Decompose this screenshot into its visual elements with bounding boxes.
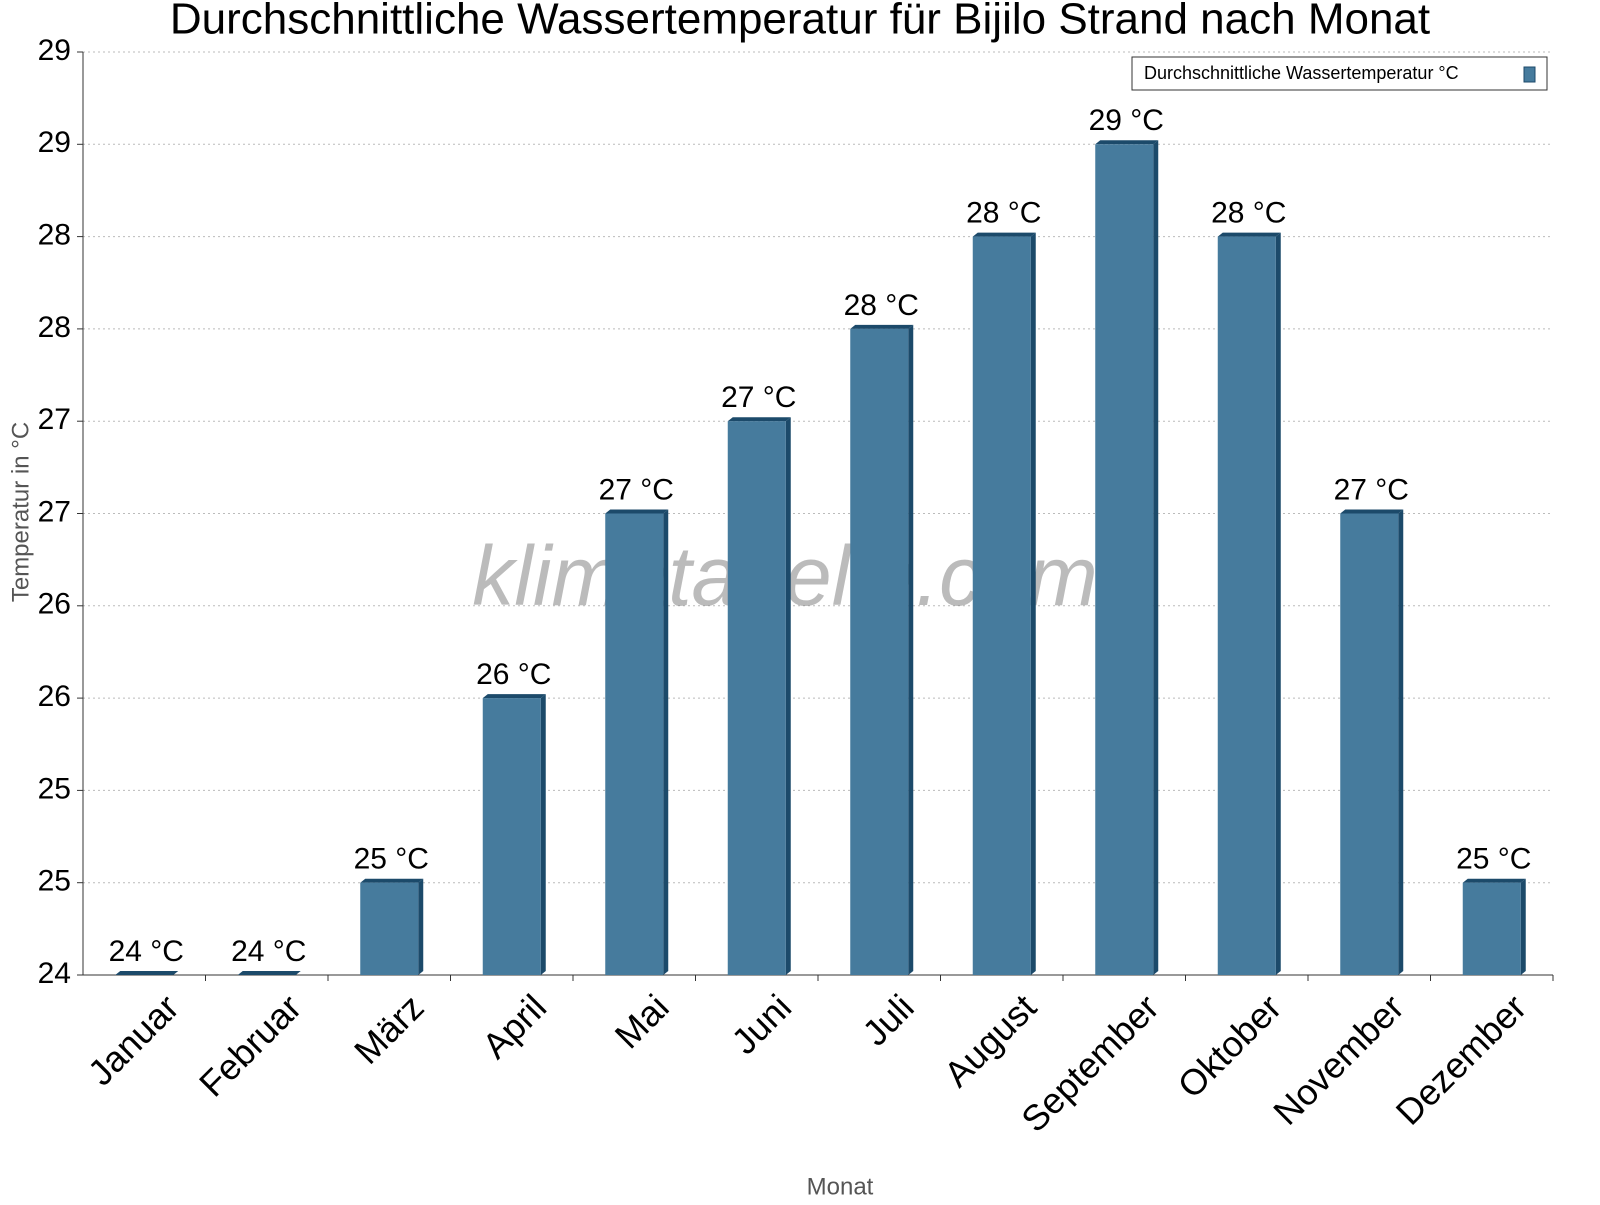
bar-top <box>605 509 669 514</box>
x-axis-label: Monat <box>807 1173 874 1200</box>
bar-top <box>360 878 424 883</box>
y-tick-label: 26 <box>38 588 71 621</box>
x-tick-label: Oktober <box>1170 986 1290 1106</box>
bar-top <box>115 971 179 975</box>
bar-group <box>1340 509 1404 975</box>
value-label: 26 °C <box>476 658 551 691</box>
value-label: 24 °C <box>109 935 184 968</box>
y-tick-label: 28 <box>38 311 71 344</box>
y-tick-label: 29 <box>38 126 71 159</box>
bar-side <box>1030 232 1036 976</box>
y-tick-label: 24 <box>38 957 71 990</box>
bar <box>850 328 909 975</box>
bar <box>360 882 419 975</box>
y-tick-label: 27 <box>38 403 71 436</box>
value-label: 27 °C <box>599 473 674 506</box>
bar <box>972 236 1031 976</box>
value-label: 29 °C <box>1089 104 1164 137</box>
bar-group <box>1462 878 1526 975</box>
bar-group <box>727 417 791 975</box>
bar-group <box>237 971 301 975</box>
value-label: 27 °C <box>721 381 796 414</box>
bar-top <box>1340 509 1404 514</box>
y-tick-label: 28 <box>38 219 71 252</box>
x-tick-label: März <box>346 986 432 1072</box>
bar-group <box>605 509 669 975</box>
bar-group <box>1217 232 1281 976</box>
legend-swatch <box>1523 66 1536 83</box>
bar-top <box>727 417 791 422</box>
y-tick-label: 29 <box>38 34 71 67</box>
x-tick-label: November <box>1265 986 1411 1132</box>
bar-side <box>1153 140 1159 976</box>
bar-top <box>1462 878 1526 883</box>
value-label: 28 °C <box>966 197 1041 230</box>
bar-group <box>482 694 546 975</box>
bar <box>1340 513 1399 975</box>
value-label: 28 °C <box>1211 197 1286 230</box>
x-tick-label: April <box>474 986 554 1066</box>
y-axis-label: Temperatur in °C <box>7 422 34 602</box>
x-tick-label: August <box>936 986 1044 1094</box>
value-label: 25 °C <box>1456 843 1531 876</box>
bar-top <box>850 324 914 329</box>
x-tick-label: Dezember <box>1388 986 1534 1132</box>
x-tick-label: Juni <box>723 986 799 1062</box>
legend-label: Durchschnittliche Wassertemperatur °C <box>1144 63 1459 83</box>
value-label: 28 °C <box>844 289 919 322</box>
value-label: 25 °C <box>354 843 429 876</box>
bar-top <box>1217 232 1281 237</box>
bar-side <box>785 417 791 975</box>
bar <box>1217 236 1276 976</box>
chart-title: Durchschnittliche Wassertemperatur für B… <box>170 0 1430 44</box>
bar-top <box>482 694 546 699</box>
legend-box <box>1131 56 1548 91</box>
bar-group <box>972 232 1036 976</box>
y-tick-label: 27 <box>38 495 71 528</box>
bar <box>1462 882 1521 975</box>
bar <box>605 513 664 975</box>
bar-group <box>1095 140 1159 976</box>
x-tick-label: Mai <box>607 986 677 1056</box>
bar-side <box>1520 878 1526 975</box>
x-tick-label: Januar <box>80 986 187 1093</box>
x-tick-label: Februar <box>191 986 309 1104</box>
bar-group <box>360 878 424 975</box>
bar-side <box>1398 509 1404 975</box>
x-tick-label: Juli <box>854 986 921 1053</box>
bar-side <box>540 694 546 975</box>
bar <box>727 421 786 975</box>
bar-side <box>418 878 424 975</box>
bar <box>482 698 541 975</box>
bar-side <box>1275 232 1281 976</box>
bar-group <box>115 971 179 975</box>
value-label: 24 °C <box>231 935 306 968</box>
y-tick-label: 25 <box>38 772 71 805</box>
y-tick-label: 26 <box>38 680 71 713</box>
bar-side <box>663 509 669 975</box>
bar-top <box>237 971 301 975</box>
bar-top <box>1095 140 1159 145</box>
bar <box>1095 144 1154 976</box>
value-label: 27 °C <box>1334 473 1409 506</box>
y-tick-label: 25 <box>38 865 71 898</box>
bar-group <box>850 324 914 975</box>
bar-side <box>908 324 914 975</box>
bar-top <box>972 232 1036 237</box>
